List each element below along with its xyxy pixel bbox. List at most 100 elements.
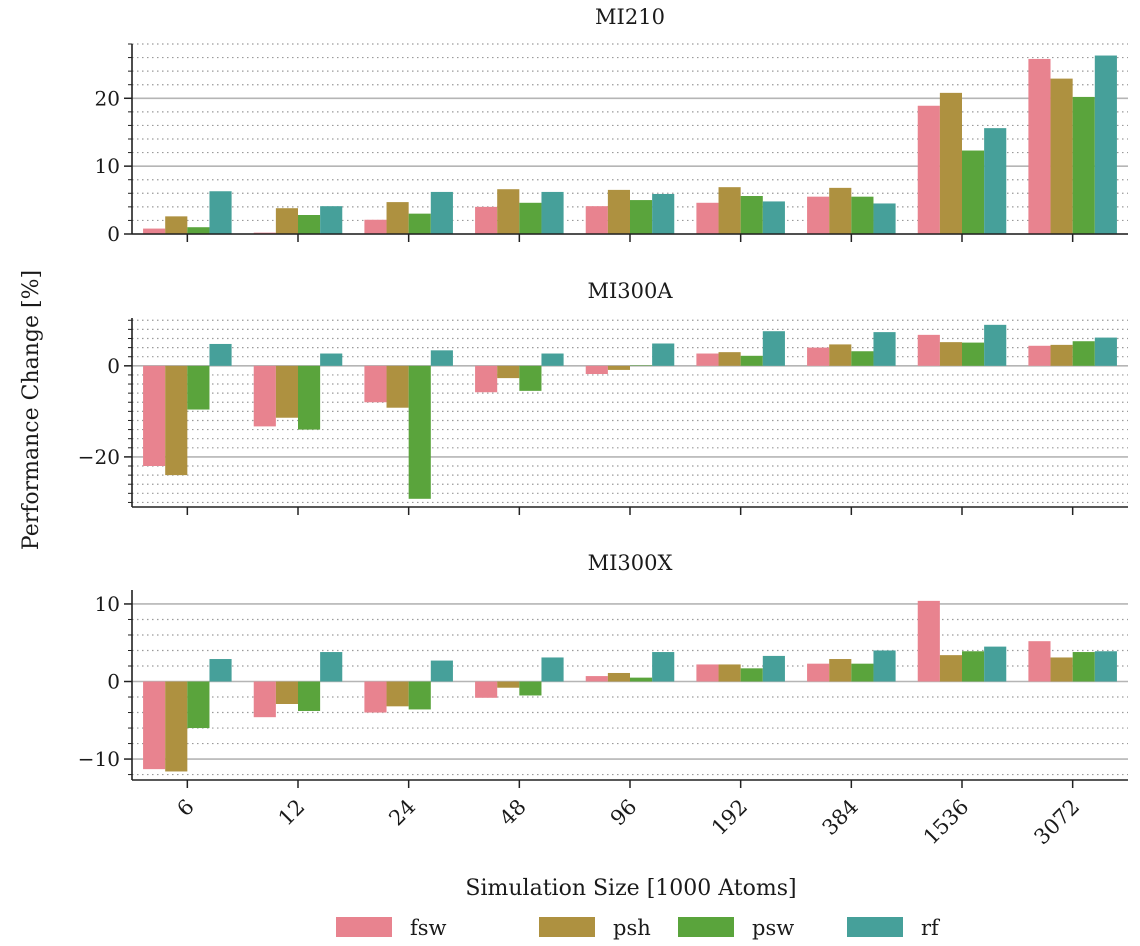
y-tick-label: 10 [95, 592, 120, 616]
bar-fsw-3072 [1028, 345, 1051, 366]
bar-psw-24 [408, 681, 431, 710]
bar-psh-24 [386, 365, 409, 408]
bar-psh-192 [718, 664, 741, 682]
bar-rf-1536 [984, 646, 1007, 682]
bar-psw-12 [298, 215, 321, 234]
bar-rf-96 [652, 343, 675, 366]
bar-psh-12 [275, 208, 298, 234]
x-tick-label: 12 [274, 795, 310, 831]
bar-rf-96 [652, 193, 675, 234]
x-tick-label: 192 [707, 795, 752, 840]
bar-rf-192 [762, 331, 785, 366]
bar-fsw-192 [696, 353, 719, 366]
bar-fsw-1536 [917, 334, 940, 366]
panel-title: MI210 [595, 5, 665, 29]
bar-psw-192 [740, 668, 763, 682]
x-tick-label: 1536 [919, 795, 974, 850]
bar-psh-1536 [939, 342, 962, 366]
bar-psh-96 [607, 365, 630, 370]
bar-psh-12 [275, 681, 298, 704]
bar-rf-12 [320, 652, 343, 682]
bar-psh-6 [165, 681, 188, 772]
bar-rf-48 [541, 657, 564, 682]
bar-psw-384 [851, 351, 874, 366]
bar-fsw-96 [585, 676, 608, 682]
bar-psw-48 [519, 202, 542, 234]
legend-item-rf: rf [847, 916, 941, 940]
bar-psh-96 [607, 672, 630, 682]
bar-rf-6 [209, 343, 232, 366]
bar-fsw-384 [807, 196, 830, 234]
bar-psw-384 [851, 196, 874, 234]
bar-psh-48 [497, 365, 520, 379]
panel-mi300x: MI300X −10 0 10 6 12 24 48 96 192 384 1536 3072 [78, 551, 1128, 849]
y-tick-label: 0 [107, 670, 120, 694]
bar-psw-96 [630, 200, 653, 234]
bar-fsw-96 [585, 206, 608, 234]
bar-psw-3072 [1072, 96, 1095, 234]
y-tick-label: −10 [78, 747, 120, 771]
bar-psh-3072 [1050, 657, 1073, 682]
legend-item-psh: psh [539, 916, 651, 940]
bar-fsw-192 [696, 664, 719, 682]
bar-rf-3072 [1094, 55, 1117, 235]
legend-swatch-rf [847, 917, 903, 937]
bar-psh-384 [829, 659, 852, 682]
bar-fsw-1536 [917, 105, 940, 234]
bar-psw-48 [519, 681, 542, 696]
bar-rf-24 [430, 350, 453, 366]
bar-psh-48 [497, 189, 520, 234]
bar-fsw-6 [143, 228, 166, 234]
bar-fsw-1536 [917, 600, 940, 682]
y-tick-label: 0 [107, 354, 120, 378]
legend-label: psh [613, 916, 651, 940]
bar-psh-3072 [1050, 344, 1073, 366]
bar-fsw-96 [585, 365, 608, 375]
bar-psw-6 [187, 227, 210, 234]
bar-psh-24 [386, 681, 409, 707]
legend-item-fsw: fsw [336, 916, 447, 940]
bar-rf-192 [762, 655, 785, 682]
bar-rf-384 [873, 650, 896, 682]
y-tick-label: 10 [95, 154, 120, 178]
bar-rf-192 [762, 201, 785, 234]
x-tick-label: 96 [606, 795, 642, 831]
bar-rf-12 [320, 206, 343, 234]
bar-psw-1536 [962, 651, 985, 682]
bar-fsw-6 [143, 365, 166, 467]
y-tick-label: 0 [107, 222, 120, 246]
bar-fsw-3072 [1028, 58, 1051, 234]
legend-swatch-psh [539, 917, 595, 937]
x-tick-label: 3072 [1029, 795, 1084, 850]
legend-swatch-fsw [336, 917, 392, 937]
bar-rf-1536 [984, 324, 1007, 366]
bar-psw-24 [408, 365, 431, 499]
bar-psw-96 [630, 677, 653, 682]
bar-psh-384 [829, 187, 852, 234]
x-axis-label: Simulation Size [1000 Atoms] [465, 876, 796, 901]
bar-fsw-48 [475, 681, 498, 698]
bar-rf-6 [209, 191, 232, 234]
bar-psh-12 [275, 365, 298, 418]
bar-psw-6 [187, 365, 210, 410]
bar-fsw-3072 [1028, 641, 1051, 682]
bar-fsw-12 [253, 365, 276, 427]
x-tick-label: 384 [818, 795, 863, 840]
y-tick-label: −20 [78, 445, 120, 469]
bar-psw-192 [740, 196, 763, 234]
bar-rf-384 [873, 203, 896, 234]
bar-psw-12 [298, 681, 321, 711]
bar-psw-24 [408, 213, 431, 234]
bar-fsw-384 [807, 663, 830, 682]
bar-psh-6 [165, 365, 188, 476]
legend-swatch-psw [678, 917, 734, 937]
x-tick-label: 48 [495, 795, 531, 831]
legend-item-psw: psw [678, 916, 794, 940]
bar-fsw-24 [364, 219, 387, 234]
bar-psw-96 [630, 365, 653, 366]
bar-psh-96 [607, 189, 630, 234]
panel-mi300a: MI300A −20 0 [78, 279, 1128, 515]
bar-rf-384 [873, 332, 896, 366]
